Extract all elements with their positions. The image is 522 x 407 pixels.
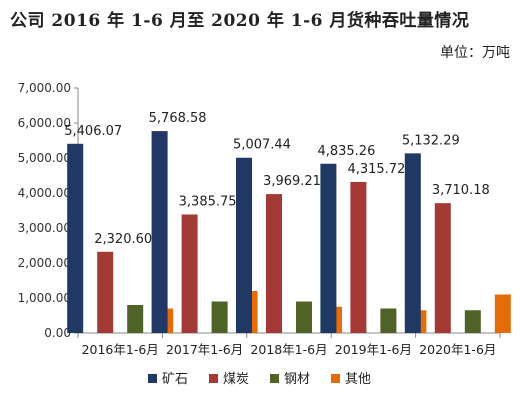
bar-煤炭-2 <box>266 194 282 333</box>
bar-煤炭-0 <box>97 251 114 333</box>
legend-label: 钢材 <box>284 372 310 387</box>
bar-矿石-2 <box>236 157 252 333</box>
bar-矿石-4 <box>404 153 421 333</box>
y-tick-label: 2,000.00 <box>18 256 71 270</box>
legend-swatch-煤炭 <box>209 374 218 383</box>
bar-钢材-2 <box>296 301 312 333</box>
legend-swatch-其他 <box>331 374 340 383</box>
bar-钢材-3 <box>380 308 397 333</box>
legend-label: 其他 <box>345 372 371 387</box>
bar-矿石-3 <box>320 163 337 333</box>
legend-label: 矿石 <box>162 372 188 387</box>
bar-矿石-1 <box>151 131 168 333</box>
bar-煤炭-1 <box>181 214 198 333</box>
legend-swatch-矿石 <box>148 374 157 383</box>
x-tick-label: 2016年1-6月 <box>82 342 159 357</box>
unit-label: 单位：万吨 <box>440 45 510 61</box>
data-label: 2,320.60 <box>94 232 152 247</box>
bar-钢材-0 <box>127 305 144 333</box>
data-label: 3,710.18 <box>432 183 490 198</box>
x-tick-label: 2019年1-6月 <box>335 342 412 357</box>
data-label: 5,768.58 <box>149 111 207 126</box>
x-tick-label: 2018年1-6月 <box>250 342 327 357</box>
data-label: 4,835.26 <box>317 144 375 159</box>
bar-其他-4 <box>494 294 511 333</box>
bar-矿石-0 <box>67 143 84 333</box>
data-label: 3,385.75 <box>179 194 237 209</box>
x-tick-label: 2020年1-6月 <box>419 342 496 357</box>
y-tick-label: 4,000.00 <box>18 186 71 200</box>
y-tick-label: 3,000.00 <box>18 221 71 235</box>
y-tick-label: 1,000.00 <box>18 291 71 305</box>
data-label: 4,315.72 <box>347 162 405 177</box>
data-label: 3,969.21 <box>263 174 321 189</box>
bar-钢材-1 <box>211 301 228 333</box>
bar-煤炭-3 <box>350 181 367 333</box>
data-label: 5,007.44 <box>233 138 291 153</box>
x-tick-label: 2017年1-6月 <box>166 342 243 357</box>
y-tick-label: 6,000.00 <box>18 116 71 130</box>
data-label: 5,132.29 <box>402 133 460 148</box>
y-tick-label: 0.00 <box>44 326 71 340</box>
legend-label: 煤炭 <box>223 372 249 387</box>
chart-title: 公司 2016 年 1-6 月至 2020 年 1-6 月货种吞吐量情况 <box>10 11 470 31</box>
data-label: 5,406.07 <box>64 124 122 139</box>
y-tick-label: 7,000.00 <box>18 81 71 95</box>
bar-煤炭-4 <box>434 203 451 333</box>
bar-钢材-4 <box>464 310 481 333</box>
legend-swatch-钢材 <box>270 374 279 383</box>
y-tick-label: 5,000.00 <box>18 151 71 165</box>
